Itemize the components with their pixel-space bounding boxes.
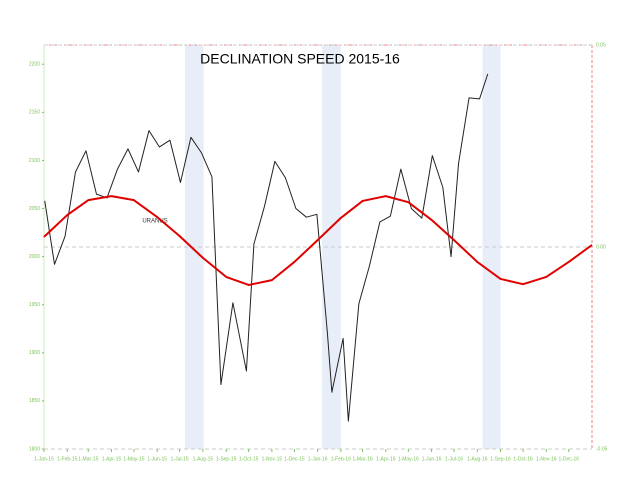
cycle-line	[43, 195, 593, 286]
y2-tick-label: -0.05	[596, 446, 608, 452]
x-tick-label: 1-Mar-16	[352, 456, 373, 462]
highlight-band	[482, 45, 501, 449]
y-tick-label: 2100	[29, 158, 40, 164]
x-tick-label: 1-Apr-15	[102, 456, 122, 462]
y-tick-label: 1900	[29, 350, 40, 356]
y2-tick-label: 0.00	[596, 244, 606, 250]
x-tick-label: 1-Jun-16	[422, 456, 442, 462]
y-tick-label: 2050	[29, 206, 40, 212]
x-tick-label: 1-Mar-15	[78, 456, 99, 462]
x-tick-label: 1-Nov-16	[536, 456, 557, 462]
x-tick-label: 1-Jun-15	[147, 456, 167, 462]
x-tick-label: 1-Jan-16	[308, 456, 328, 462]
y-tick-label: 1850	[29, 398, 40, 404]
x-tick-label: 1-Feb-16	[331, 456, 352, 462]
x-tick-label: 1-Jul-15	[171, 456, 189, 462]
chart-title: DECLINATION SPEED 2015-16	[200, 51, 400, 67]
y-tick-label: 1800	[29, 446, 40, 452]
x-tick-label: 1-Oct-15	[239, 456, 259, 462]
y-tick-label: 2150	[29, 110, 40, 116]
y2-tick-label: 0.05	[596, 42, 606, 48]
y-tick-label: 1950	[29, 302, 40, 308]
x-tick-label: 1-Oct-16	[513, 456, 533, 462]
price-line	[44, 73, 489, 422]
y-tick-label: 2200	[29, 62, 40, 68]
x-tick-label: 1-Sep-16	[490, 456, 511, 462]
x-tick-label: 1-May-15	[123, 456, 144, 462]
x-tick-label: 1-Nov-15	[262, 456, 283, 462]
x-tick-label: 1-Jan-15	[34, 456, 54, 462]
x-tick-label: 1-Dec-15	[284, 456, 305, 462]
x-tick-label: 1-Aug-16	[467, 456, 488, 462]
x-tick-label: 1-Dec-16	[558, 456, 579, 462]
x-tick-label: 1-May-16	[398, 456, 419, 462]
x-tick-label: 1-Apr-16	[376, 456, 396, 462]
y-tick-label: 2000	[29, 254, 40, 260]
x-tick-label: 1-Feb-15	[57, 456, 78, 462]
x-tick-label: 1-Aug-15	[193, 456, 214, 462]
annotation: URANUS	[142, 219, 167, 225]
x-tick-label: 1-Sep-15	[216, 456, 237, 462]
x-tick-label: 1-Jul-16	[445, 456, 463, 462]
